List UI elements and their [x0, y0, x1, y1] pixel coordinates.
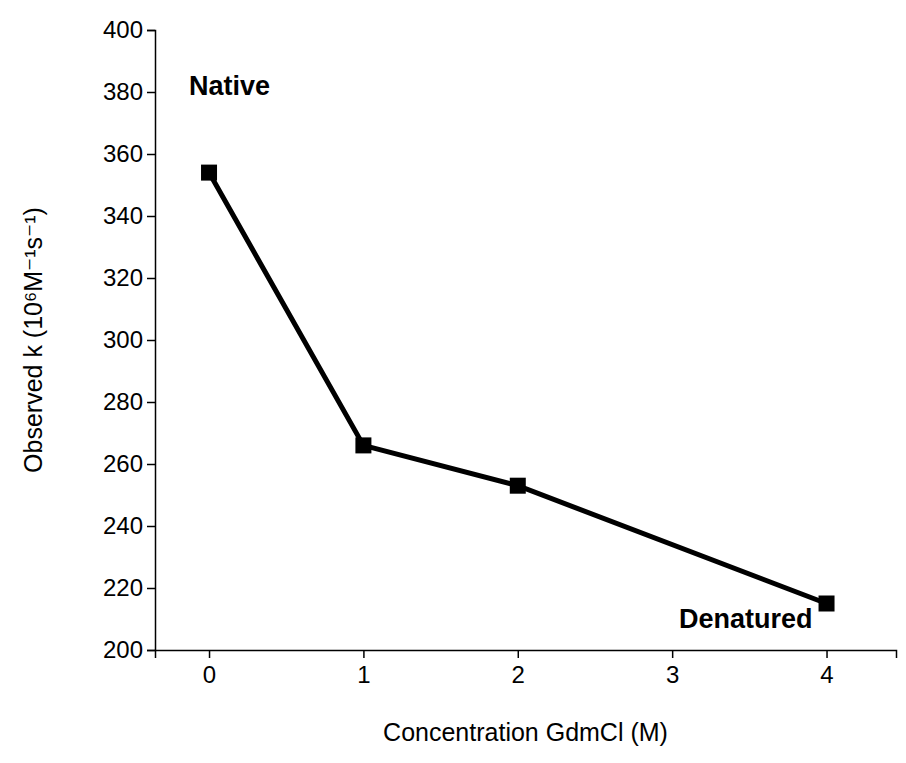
x-tick: 0	[203, 650, 216, 688]
annotation: Native	[189, 71, 270, 101]
x-axis-line	[156, 651, 897, 659]
x-tick: 2	[512, 650, 525, 688]
y-axis: 200 220 240 260 280 300 320 340 360 380 400	[103, 16, 156, 663]
y-tick: 300	[103, 326, 155, 353]
x-tick-label: 3	[666, 661, 679, 688]
x-tick-mark	[672, 650, 674, 658]
y-tick: 280	[103, 388, 155, 415]
x-tick-label: 1	[357, 661, 370, 688]
point	[510, 478, 526, 494]
y-axis-line	[147, 31, 156, 651]
y-tick: 200	[103, 636, 155, 663]
y-tick-label: 320	[103, 264, 143, 291]
y-tick-mark	[147, 526, 155, 528]
x-tick: 4	[820, 650, 833, 688]
y-tick-label: 340	[103, 202, 143, 229]
x-axis: 0 1 2 3 4	[156, 650, 897, 688]
y-tick-label: 200	[103, 636, 143, 663]
y-tick: 340	[103, 202, 155, 229]
x-tick-mark	[209, 650, 211, 658]
y-tick-mark	[147, 588, 155, 590]
y-tick-label: 240	[103, 512, 143, 539]
x-tick: 3	[666, 650, 679, 688]
x-tick-label: 0	[203, 661, 216, 688]
point	[355, 437, 371, 453]
x-tick-label: 4	[820, 661, 833, 688]
annotation: Denatured	[679, 604, 813, 634]
x-axis-title: Concentration GdmCl (M)	[383, 718, 668, 746]
y-axis-title: Observed k (10⁶M⁻¹s⁻¹)	[19, 207, 47, 473]
y-tick-label: 360	[103, 140, 143, 167]
y-tick-mark	[147, 402, 155, 404]
y-tick-label: 380	[103, 78, 143, 105]
y-tick-mark	[147, 340, 155, 342]
line	[209, 173, 827, 604]
y-tick-mark	[147, 650, 155, 652]
y-tick-mark	[147, 216, 155, 218]
y-tick-mark	[147, 278, 155, 280]
x-tick-mark	[518, 650, 520, 658]
y-tick-label: 400	[103, 16, 143, 43]
x-tick-label: 2	[512, 661, 525, 688]
y-tick-label: 280	[103, 388, 143, 415]
y-tick-mark	[147, 464, 155, 466]
y-tick-label: 220	[103, 574, 143, 601]
y-tick: 260	[103, 450, 155, 477]
chart: 200 220 240 260 280 300 320 340 360 380 400 0 1 2 3 4 Co…	[0, 0, 906, 763]
x-tick: 1	[357, 650, 370, 688]
y-tick: 240	[103, 512, 155, 539]
y-tick-mark	[147, 92, 155, 94]
y-tick-label: 300	[103, 326, 143, 353]
y-tick-label: 260	[103, 450, 143, 477]
plot: 200 220 240 260 280 300 320 340 360 380 400 0 1 2 3 4	[103, 16, 897, 688]
point	[201, 165, 217, 181]
y-tick: 320	[103, 264, 155, 291]
y-tick: 380	[103, 78, 155, 105]
y-tick-mark	[147, 30, 155, 32]
point	[819, 596, 835, 612]
y-tick: 400	[103, 16, 155, 43]
y-tick-mark	[147, 154, 155, 156]
y-tick: 360	[103, 140, 155, 167]
marks	[201, 165, 835, 612]
x-tick-mark	[826, 650, 828, 658]
x-tick-mark	[363, 650, 365, 658]
y-tick: 220	[103, 574, 155, 601]
